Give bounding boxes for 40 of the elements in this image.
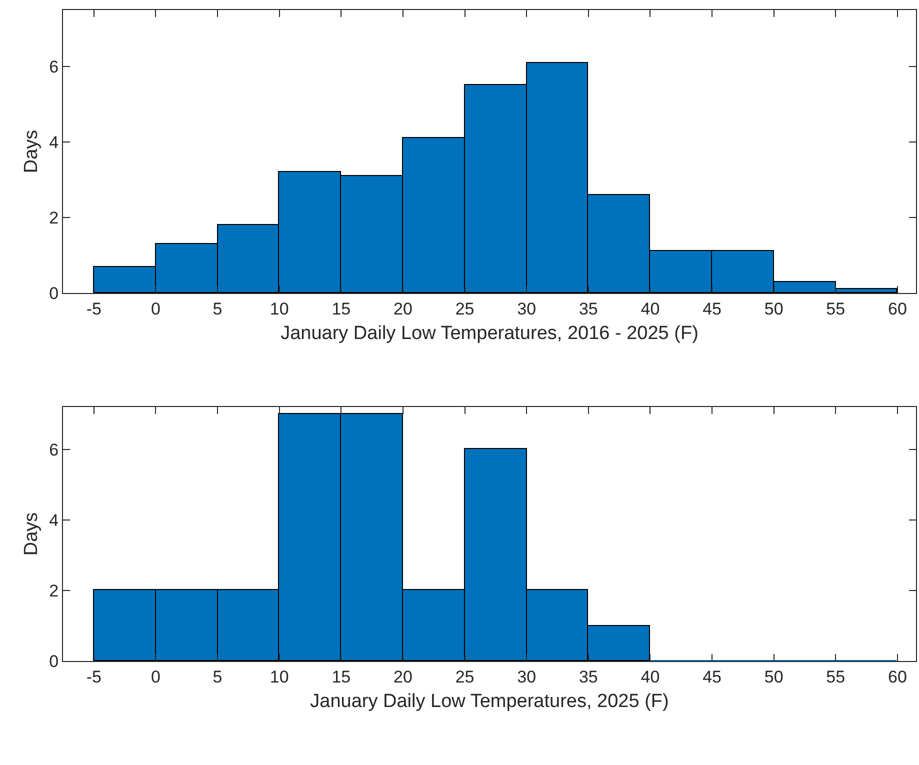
y-tick-label: 6: [49, 58, 59, 77]
x-tick-label: 60: [888, 299, 907, 318]
x-tick-label: 45: [702, 299, 722, 318]
x-tick-label: 10: [270, 667, 289, 686]
x-tick-label: 40: [640, 667, 660, 686]
x-tick-label: 50: [764, 299, 784, 318]
x-axis-title: January Daily Low Temperatures, 2016 - 2025 (F): [280, 323, 698, 344]
x-tick-label: 40: [640, 299, 660, 318]
x-tick-label: 0: [150, 299, 160, 318]
x-tick-label: 5: [212, 299, 222, 318]
x-tick-label: 60: [888, 667, 907, 686]
y-tick-label: 6: [49, 440, 59, 460]
x-tick-label: 30: [517, 299, 536, 318]
y-axis-title: Days: [20, 130, 42, 174]
x-tick-label: 50: [764, 667, 784, 686]
x-tick-label: 45: [702, 667, 722, 686]
y-tick-label: 0: [49, 652, 59, 671]
x-tick-label: 25: [455, 667, 474, 686]
y-axis-title: Days: [20, 512, 42, 556]
x-tick-label: 25: [455, 299, 474, 318]
x-tick-label: 10: [270, 299, 289, 318]
y-tick-label: 2: [49, 208, 59, 228]
x-tick-label: 15: [332, 667, 351, 686]
x-tick-label: -5: [86, 667, 102, 686]
x-tick-label: 20: [394, 299, 412, 318]
x-tick-label: 20: [394, 667, 412, 686]
x-tick-label: 0: [150, 667, 160, 686]
x-axis-title: January Daily Low Temperatures, 2025 (F): [310, 691, 669, 712]
x-tick-label: 35: [578, 667, 598, 686]
x-tick-label: 55: [826, 667, 846, 686]
y-tick-label: 4: [49, 133, 59, 152]
x-tick-label: -5: [86, 299, 102, 318]
y-tick-label: 2: [49, 581, 59, 600]
x-tick-label: 35: [578, 299, 598, 318]
y-tick-label: 0: [49, 284, 59, 303]
x-tick-label: 55: [826, 299, 846, 318]
y-tick-label: 4: [49, 510, 59, 530]
x-tick-label: 30: [517, 667, 536, 686]
x-tick-label: 5: [212, 667, 222, 686]
x-tick-label: 15: [332, 299, 351, 318]
